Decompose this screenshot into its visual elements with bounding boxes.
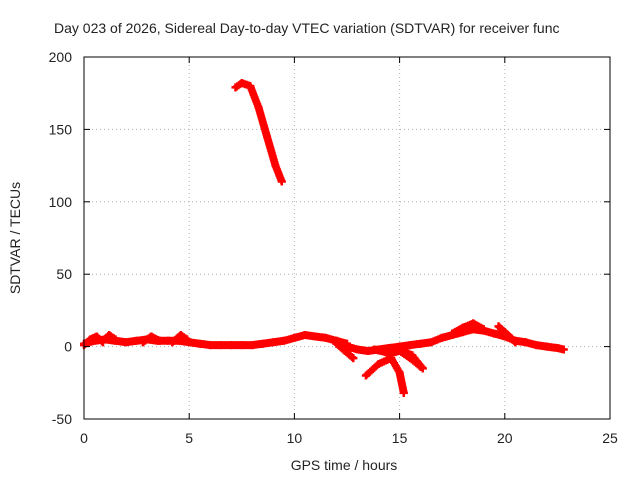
data-point (399, 388, 408, 397)
data-point (385, 344, 394, 353)
data-point (406, 341, 415, 350)
data-point (340, 346, 349, 355)
y-tick-label: 200 (49, 49, 73, 65)
series-baseline-spikes-b (98, 331, 120, 345)
data-point (183, 335, 192, 344)
data-point (227, 341, 236, 350)
grid-lines (84, 57, 610, 419)
data-point (364, 346, 373, 355)
y-axis-label: SDTVAR / TECUs (7, 182, 23, 294)
series-baseline-spikes-c (138, 332, 164, 347)
data-point (258, 339, 267, 348)
data-point (155, 336, 164, 345)
series-dip-b (361, 354, 408, 397)
data-point (206, 341, 215, 350)
data-point (349, 354, 358, 363)
series-late (343, 325, 568, 355)
data-point (458, 323, 467, 332)
x-tick-label: 0 (80, 430, 88, 446)
data-point (542, 342, 551, 351)
chart-title: Day 023 of 2026, Sidereal Day-to-day VTE… (54, 20, 560, 36)
data-point (279, 336, 288, 345)
data-point (231, 83, 240, 92)
data-point (479, 325, 488, 334)
y-tick-label: -50 (52, 411, 72, 427)
data-point (511, 338, 520, 347)
data-point (111, 335, 120, 344)
data-point (427, 338, 436, 347)
data-point (490, 329, 499, 338)
data-point (507, 333, 516, 342)
data-point (395, 342, 404, 351)
plot-frame (83, 56, 611, 420)
data-point (237, 79, 246, 88)
data-point (469, 319, 478, 328)
data-point (132, 336, 141, 345)
x-axis-label: GPS time / hours (291, 457, 398, 473)
data-point (263, 132, 272, 141)
series-late-branch (494, 322, 520, 347)
data-point (332, 339, 341, 348)
data-point (321, 333, 330, 342)
y-tick-label: 100 (49, 194, 73, 210)
data-point (300, 331, 309, 340)
series-dip-a (332, 339, 358, 363)
data-point (521, 338, 530, 347)
data-point (448, 329, 457, 338)
data-point (168, 338, 177, 347)
data-point (86, 335, 95, 344)
data-marks (80, 79, 568, 397)
data-point (553, 344, 562, 353)
data-point (311, 332, 320, 341)
y-tick-label: 150 (49, 121, 73, 137)
data-point (269, 338, 278, 347)
data-point (416, 339, 425, 348)
data-point (437, 333, 446, 342)
data-point (500, 328, 509, 337)
data-point (254, 103, 263, 112)
data-point (277, 177, 286, 186)
data-point (374, 345, 383, 354)
data-point (105, 331, 114, 340)
data-point (195, 339, 204, 348)
data-point (98, 336, 107, 345)
data-point (147, 332, 156, 341)
data-point (122, 338, 131, 347)
data-point (176, 331, 185, 340)
data-point (532, 341, 541, 350)
series-high-arc (231, 79, 286, 186)
data-point (237, 341, 246, 350)
data-point (290, 333, 299, 342)
y-tick-label: 0 (64, 339, 72, 355)
data-point (246, 81, 255, 90)
data-point (494, 322, 503, 331)
data-point (216, 341, 225, 350)
x-tick-label: 15 (392, 430, 408, 446)
data-point (343, 342, 351, 351)
data-point (416, 362, 425, 371)
data-point (353, 345, 362, 354)
data-point (92, 332, 101, 341)
data-point (395, 368, 404, 377)
data-point (361, 371, 370, 380)
series-dip-d (385, 346, 425, 371)
data-point (138, 338, 147, 347)
series-late-peak (448, 319, 488, 338)
series-baseline-spikes-d (168, 331, 192, 347)
axis-ticks: 0 5 10 15 20 25 -50 0 50 100 150 200 (49, 49, 618, 446)
x-tick-label: 5 (185, 430, 193, 446)
x-tick-label: 25 (602, 430, 618, 446)
x-tick-label: 20 (497, 430, 513, 446)
data-point (374, 359, 383, 368)
data-point (406, 354, 415, 363)
x-tick-label: 10 (287, 430, 303, 446)
data-point (559, 345, 568, 354)
data-point (271, 161, 280, 170)
data-point (248, 341, 257, 350)
y-tick-label: 50 (56, 266, 72, 282)
